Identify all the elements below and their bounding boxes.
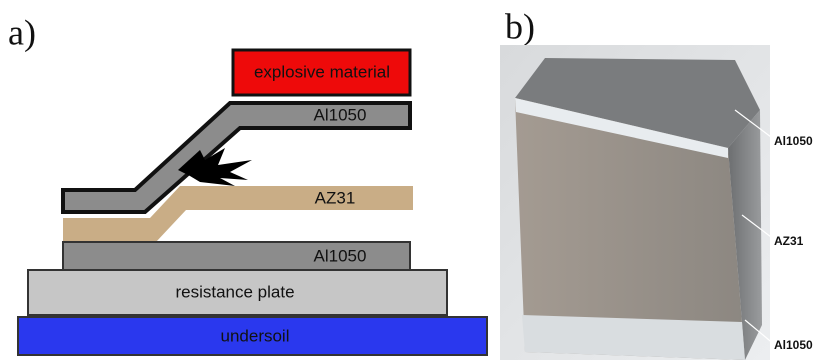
layer-label: AZ31 [315,188,356,207]
layer-label: Al1050 [314,105,367,124]
photo-label: Al1050 [774,134,813,148]
photo-label: AZ31 [774,234,804,248]
figure: a) explosive material Al1050 AZ31 Al1050… [0,0,821,360]
panel-label: b) [505,6,535,46]
layer-label: resistance plate [175,282,294,301]
layer-label: explosive material [254,62,390,81]
layer-label: Al1050 [314,246,367,265]
panel-label: a) [8,12,36,52]
photo-label: Al1050 [774,338,813,352]
layer-label: undersoil [221,326,290,345]
